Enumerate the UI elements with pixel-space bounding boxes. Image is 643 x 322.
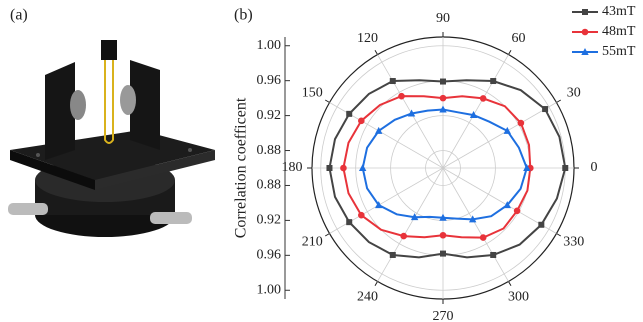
marker bbox=[439, 105, 447, 113]
marker bbox=[340, 164, 347, 172]
theta-tick bbox=[324, 233, 330, 237]
legend-marker bbox=[581, 48, 589, 55]
grid-spoke bbox=[442, 167, 509, 282]
grid-spoke bbox=[377, 54, 444, 169]
marker bbox=[479, 95, 487, 102]
marker bbox=[490, 78, 497, 85]
r-tick-label: 0.92 bbox=[257, 108, 282, 123]
theta-tick-label: 330 bbox=[563, 235, 584, 250]
theta-tick-label: 300 bbox=[508, 289, 529, 304]
polar-plot: 0.88 0.88 0.92 0.92 0.96 0.96 1.00 1.00 0 30 60 90 1… bbox=[257, 4, 636, 322]
theta-tick-label: 90 bbox=[436, 11, 450, 26]
marker bbox=[513, 207, 521, 215]
apparatus-photo bbox=[8, 40, 215, 237]
marker bbox=[562, 165, 569, 171]
r-tick-label: 1.00 bbox=[257, 38, 282, 53]
legend-marker bbox=[582, 9, 588, 15]
r-tick-label: 0.96 bbox=[257, 248, 282, 263]
marker bbox=[375, 201, 383, 209]
theta-tick-label: 270 bbox=[433, 309, 454, 322]
y-axis-title: Correlation coefficent bbox=[233, 97, 250, 238]
marker bbox=[389, 78, 396, 85]
r-tick-label: 0.88 bbox=[257, 178, 282, 193]
theta-tick bbox=[374, 49, 378, 55]
theta-tick bbox=[556, 99, 562, 103]
theta-tick-label: 120 bbox=[357, 31, 378, 46]
marker bbox=[542, 106, 549, 113]
theta-tick-label: 60 bbox=[512, 31, 526, 46]
marker bbox=[490, 251, 497, 258]
marker bbox=[375, 126, 383, 134]
marker bbox=[439, 231, 447, 239]
marker bbox=[523, 164, 531, 171]
marker bbox=[358, 117, 365, 125]
grid-spoke bbox=[442, 167, 557, 234]
marker bbox=[468, 215, 477, 223]
marker bbox=[517, 119, 525, 127]
marker bbox=[407, 109, 416, 117]
r-tick-label: 0.92 bbox=[257, 213, 282, 228]
theta-tick bbox=[374, 281, 378, 287]
theta-tick bbox=[324, 99, 330, 103]
marker bbox=[538, 221, 545, 228]
marker bbox=[440, 78, 446, 85]
grid-spoke bbox=[442, 54, 509, 169]
theta-tick bbox=[556, 233, 562, 237]
panel-label: (b) bbox=[234, 7, 253, 24]
grid-spoke bbox=[442, 102, 557, 169]
r-tick-label: 0.88 bbox=[257, 143, 282, 158]
r-tick-label: 1.00 bbox=[257, 282, 282, 297]
marker bbox=[503, 201, 511, 209]
marker bbox=[439, 94, 447, 102]
marker bbox=[479, 234, 487, 241]
marker bbox=[358, 211, 365, 219]
marker bbox=[410, 213, 419, 221]
legend-label: 48mT bbox=[602, 24, 636, 39]
theta-tick bbox=[508, 281, 512, 287]
marker bbox=[346, 219, 353, 226]
marker bbox=[358, 164, 367, 171]
marker bbox=[389, 251, 396, 258]
r-tick-label: 0.96 bbox=[257, 73, 282, 88]
marker bbox=[326, 165, 333, 171]
theta-tick-label: 0 bbox=[591, 160, 598, 175]
marker bbox=[440, 250, 446, 257]
marker bbox=[439, 213, 447, 221]
theta-tick-label: 240 bbox=[357, 289, 378, 304]
theta-tick-label: 30 bbox=[567, 86, 581, 101]
legend-label: 55mT bbox=[602, 44, 636, 59]
theta-tick-label: 180 bbox=[282, 160, 303, 175]
theta-tick bbox=[508, 49, 512, 55]
theta-tick-label: 150 bbox=[302, 86, 323, 101]
legend-marker bbox=[581, 28, 589, 36]
legend-label: 43mT bbox=[602, 4, 636, 19]
marker bbox=[398, 92, 405, 100]
marker bbox=[469, 111, 478, 119]
panel-label: (a) bbox=[10, 7, 28, 24]
marker bbox=[346, 110, 353, 117]
theta-tick-label: 210 bbox=[302, 235, 323, 250]
marker bbox=[503, 126, 511, 134]
marker bbox=[400, 232, 408, 240]
grid-spoke bbox=[377, 167, 444, 282]
